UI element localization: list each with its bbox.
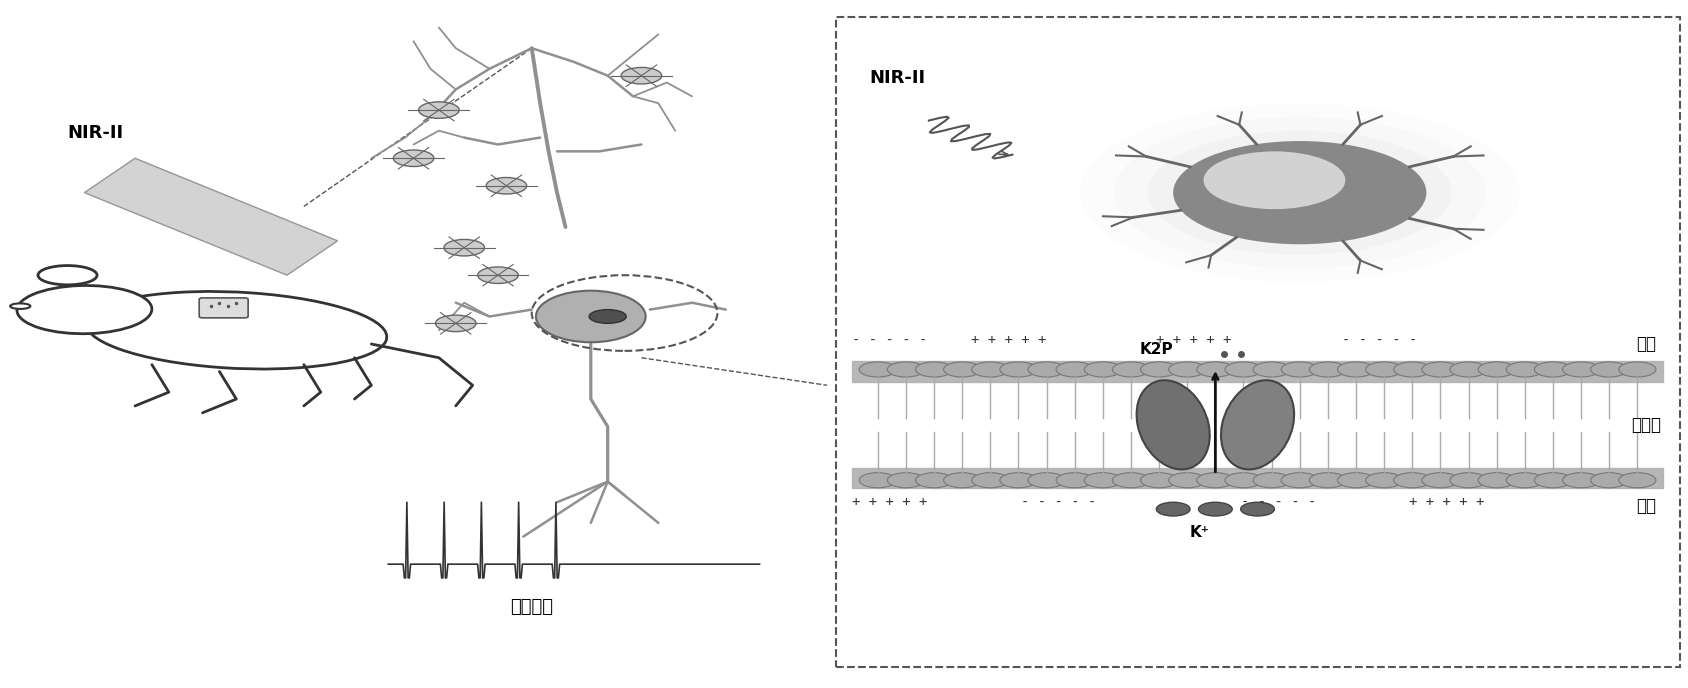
- Circle shape: [1204, 151, 1345, 209]
- Text: + + + + +: + + + + +: [1156, 333, 1232, 347]
- Circle shape: [1141, 362, 1178, 377]
- Circle shape: [621, 67, 662, 84]
- Circle shape: [915, 362, 952, 377]
- FancyBboxPatch shape: [199, 298, 248, 318]
- Polygon shape: [84, 158, 338, 275]
- Circle shape: [999, 473, 1036, 488]
- Circle shape: [1080, 103, 1519, 282]
- Circle shape: [1450, 473, 1487, 488]
- Circle shape: [419, 102, 459, 118]
- Circle shape: [1590, 362, 1627, 377]
- Circle shape: [1168, 473, 1205, 488]
- Circle shape: [1281, 362, 1318, 377]
- Circle shape: [1394, 362, 1431, 377]
- Circle shape: [1197, 362, 1234, 377]
- Circle shape: [1281, 473, 1318, 488]
- Ellipse shape: [10, 303, 30, 309]
- Text: NIR-II: NIR-II: [869, 69, 925, 87]
- Circle shape: [1450, 362, 1487, 377]
- Circle shape: [944, 473, 981, 488]
- Circle shape: [436, 315, 476, 332]
- Circle shape: [1366, 473, 1403, 488]
- Circle shape: [1241, 502, 1274, 516]
- Ellipse shape: [1136, 380, 1210, 469]
- Circle shape: [393, 150, 434, 166]
- Circle shape: [1057, 362, 1094, 377]
- Text: + + + + +: + + + + +: [852, 495, 928, 508]
- Circle shape: [1619, 473, 1656, 488]
- Circle shape: [972, 362, 1009, 377]
- Circle shape: [1310, 473, 1347, 488]
- Text: K⁺: K⁺: [1190, 525, 1210, 539]
- Circle shape: [1225, 362, 1263, 377]
- Circle shape: [1563, 473, 1600, 488]
- Circle shape: [1619, 362, 1656, 377]
- Circle shape: [1479, 473, 1516, 488]
- Circle shape: [888, 473, 925, 488]
- Circle shape: [859, 362, 896, 377]
- Circle shape: [444, 239, 484, 256]
- Circle shape: [1084, 473, 1121, 488]
- Circle shape: [1421, 362, 1458, 377]
- Ellipse shape: [37, 266, 98, 285]
- Circle shape: [1148, 131, 1452, 255]
- Text: + + + + +: + + + + +: [1409, 495, 1485, 508]
- Circle shape: [1084, 362, 1121, 377]
- Text: 膜外: 膜外: [1636, 335, 1656, 353]
- Circle shape: [1479, 362, 1516, 377]
- Circle shape: [944, 362, 981, 377]
- Ellipse shape: [1220, 380, 1295, 469]
- Circle shape: [972, 473, 1009, 488]
- Circle shape: [1197, 473, 1234, 488]
- Circle shape: [1534, 362, 1572, 377]
- Ellipse shape: [589, 310, 626, 323]
- Circle shape: [1173, 141, 1426, 244]
- Circle shape: [1168, 362, 1205, 377]
- Circle shape: [1141, 473, 1178, 488]
- Circle shape: [1057, 473, 1094, 488]
- Circle shape: [1310, 362, 1347, 377]
- Circle shape: [1112, 362, 1150, 377]
- Text: + + + + +: + + + + +: [971, 333, 1047, 347]
- Circle shape: [478, 267, 518, 283]
- Circle shape: [859, 473, 896, 488]
- Circle shape: [1225, 473, 1263, 488]
- Circle shape: [1028, 362, 1065, 377]
- Circle shape: [1337, 362, 1374, 377]
- Text: - - - - -: - - - - -: [852, 333, 928, 347]
- Ellipse shape: [17, 286, 152, 334]
- Circle shape: [1252, 473, 1290, 488]
- FancyBboxPatch shape: [836, 17, 1680, 667]
- Circle shape: [1506, 362, 1543, 377]
- Circle shape: [915, 473, 952, 488]
- Circle shape: [888, 362, 925, 377]
- Text: NIR-II: NIR-II: [68, 124, 123, 142]
- Circle shape: [486, 178, 527, 194]
- Circle shape: [1563, 362, 1600, 377]
- Circle shape: [1173, 141, 1426, 244]
- Circle shape: [1252, 362, 1290, 377]
- Text: - - - - -: - - - - -: [1342, 333, 1418, 347]
- Circle shape: [999, 362, 1036, 377]
- Ellipse shape: [86, 292, 387, 369]
- Text: - - - - -: - - - - -: [1021, 495, 1097, 508]
- Circle shape: [1590, 473, 1627, 488]
- Text: 细胞膜: 细胞膜: [1631, 416, 1661, 434]
- Circle shape: [1534, 473, 1572, 488]
- Text: - - - - -: - - - - -: [1241, 495, 1317, 508]
- Circle shape: [1506, 473, 1543, 488]
- Circle shape: [1028, 473, 1065, 488]
- Text: 膜内: 膜内: [1636, 497, 1656, 515]
- Circle shape: [1394, 473, 1431, 488]
- Circle shape: [1421, 473, 1458, 488]
- Circle shape: [1112, 473, 1150, 488]
- Circle shape: [1337, 473, 1374, 488]
- Circle shape: [1198, 502, 1232, 516]
- Text: 神经抑制: 神经抑制: [510, 599, 554, 616]
- Ellipse shape: [537, 290, 645, 342]
- Text: K2P: K2P: [1139, 343, 1173, 357]
- Circle shape: [1156, 502, 1190, 516]
- Circle shape: [1366, 362, 1403, 377]
- Circle shape: [1114, 117, 1485, 268]
